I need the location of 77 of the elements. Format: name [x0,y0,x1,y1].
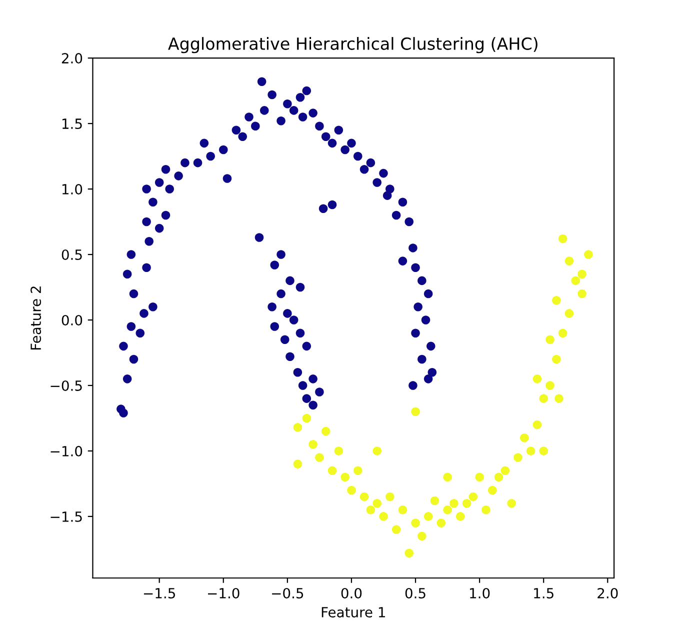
point [411,518,420,528]
point [584,250,593,259]
point [462,498,472,508]
point [293,460,302,468]
x-tick-label: 1.0 [470,588,490,598]
x-tick-label: 2.0 [598,588,618,598]
point [526,446,536,456]
point [532,420,542,430]
point [430,496,440,506]
x-tick-label: −1.0 [208,588,240,598]
point [328,466,337,475]
point [552,296,561,305]
point [475,472,484,482]
y-tick-label: 1.5 [62,118,82,130]
point [418,532,426,540]
point [308,440,318,449]
y-tick-label: −0.5 [50,380,82,391]
y-axis-title: Feature 2 [30,286,42,350]
point [392,525,401,534]
y-tick-label: 2.0 [62,53,82,64]
point [443,472,452,482]
point [334,446,344,456]
y-tick-label: 1.0 [62,184,82,194]
point [302,414,312,423]
point [552,354,561,364]
point [558,234,568,244]
point [315,453,324,462]
point [500,466,510,475]
point [424,512,433,521]
x-axis-title: Feature 1 [322,607,385,618]
point [507,498,516,508]
point [386,492,394,502]
point [539,394,548,403]
point [578,289,586,298]
point [321,426,330,436]
y-tick-label: 0.5 [62,249,82,260]
x-tick-label: −0.5 [272,588,304,598]
point [494,472,504,482]
y-tick-label: −1.0 [50,446,82,456]
point [539,446,548,456]
point [443,506,452,514]
x-tick-label: 0.5 [405,588,426,598]
point [546,381,554,390]
chart-title: Agglomerative Hierarchical Clustering (AHC) [168,37,538,54]
point [436,518,446,528]
point [398,506,408,514]
point [372,498,382,508]
point [482,506,490,514]
point [360,492,369,502]
point [520,433,529,442]
point [372,446,382,456]
point [456,512,465,521]
y-tick-label: 0.0 [62,314,82,326]
point [411,407,420,416]
point [514,453,522,462]
x-tick-label: −1.5 [144,588,175,598]
x-tick-label: 1.5 [534,588,554,598]
point [379,512,388,521]
point [468,492,478,502]
point [564,309,574,318]
point [340,472,350,482]
point [404,548,414,558]
point [532,374,542,384]
point [366,506,376,514]
point [571,276,580,286]
point [353,466,362,475]
point [488,486,497,495]
point [293,422,302,432]
point [347,486,356,495]
point [578,270,586,279]
point [554,394,564,403]
point [564,256,574,266]
y-tick-label: −1.5 [50,512,82,522]
point [450,498,458,508]
point [558,328,568,338]
x-tick-label: 0.0 [341,588,362,598]
point [546,335,554,344]
